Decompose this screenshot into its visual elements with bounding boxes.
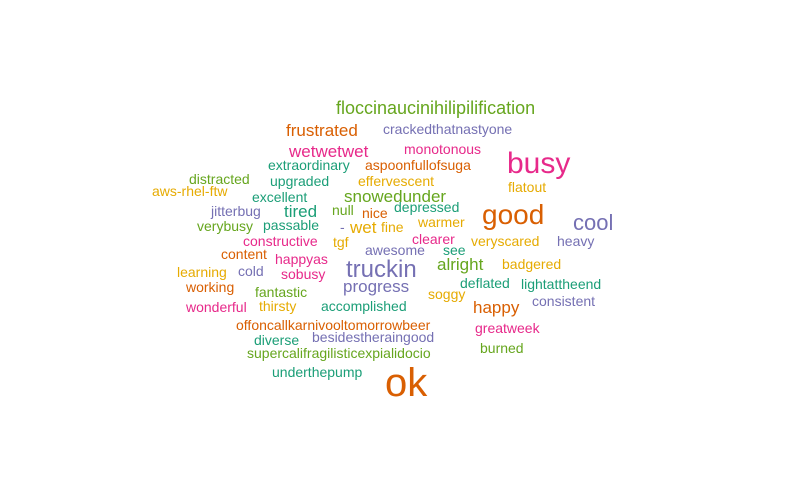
word-52: accomplished	[321, 298, 407, 314]
word-04: monotonous	[404, 141, 481, 157]
word-01: frustrated	[286, 121, 358, 140]
word-54: offoncallkarnivooltomorrowbeer	[236, 317, 431, 333]
word-08: distracted	[189, 171, 250, 187]
word-30: clearer	[412, 231, 455, 247]
word-09: upgraded	[270, 173, 329, 189]
word-12: aws-rhel-ftw	[152, 183, 228, 199]
word-36: happyas	[275, 251, 328, 267]
word-40: learning	[177, 264, 227, 280]
word-21: cool	[573, 210, 613, 235]
word-23: verybusy	[197, 218, 253, 234]
word-42: sobusy	[281, 266, 325, 282]
word-33: awesome	[365, 242, 425, 258]
word-46: progress	[343, 277, 409, 296]
word-06: extraordinary	[268, 157, 350, 173]
word-10: effervescent	[358, 173, 434, 189]
word-14: snowedunder	[344, 187, 446, 206]
word-45: working	[185, 279, 234, 295]
word-16: jitterbug	[210, 203, 261, 219]
word-07: aspoonfullofsuga	[365, 157, 471, 173]
word-44: lightattheend	[521, 276, 601, 292]
word-00: floccinaucinihilipilification	[336, 98, 535, 118]
word-58: supercalifragilisticexpialidocio	[247, 345, 431, 361]
word-03: wetwetwet	[288, 142, 369, 161]
word-47: fantastic	[255, 284, 307, 300]
word-26: wet	[349, 218, 377, 237]
word-02: crackedthatnastyone	[383, 121, 512, 137]
word-22: warmer	[417, 214, 465, 230]
word-13: excellent	[252, 189, 307, 205]
word-55: greatweek	[475, 320, 541, 336]
word-31: veryscared	[471, 233, 539, 249]
word-51: thirsty	[259, 298, 296, 314]
word-56: diverse	[254, 332, 299, 348]
word-28: constructive	[243, 233, 318, 249]
word-29: tgf	[333, 234, 349, 250]
word-15: good	[482, 199, 544, 230]
word-34: see	[443, 242, 466, 258]
word-61: ok	[385, 361, 428, 405]
word-37: truckin	[346, 256, 417, 283]
word-20: depressed	[394, 199, 459, 215]
word-57: besidestheraingood	[312, 329, 434, 345]
word-49: consistent	[532, 293, 595, 309]
word-24: passable	[263, 217, 319, 233]
word-59: burned	[480, 340, 524, 356]
word-50: wonderful	[185, 299, 247, 315]
word-38: alright	[437, 255, 484, 274]
word-11: flatout	[508, 179, 546, 195]
word-35: content	[221, 246, 267, 262]
word-17: tired	[284, 202, 317, 221]
word-27: fine	[381, 219, 404, 235]
word-18: null	[332, 202, 354, 218]
word-48: soggy	[428, 286, 465, 302]
word-19: nice	[362, 205, 388, 221]
word-43: deflated	[460, 275, 510, 291]
word-32: heavy	[557, 233, 594, 249]
word-25: -	[340, 219, 345, 235]
word-05: busy	[507, 147, 570, 180]
word-41: cold	[238, 263, 264, 279]
word-39: badgered	[502, 256, 561, 272]
word-60: underthepump	[272, 364, 363, 380]
word-53: happy	[473, 298, 520, 317]
